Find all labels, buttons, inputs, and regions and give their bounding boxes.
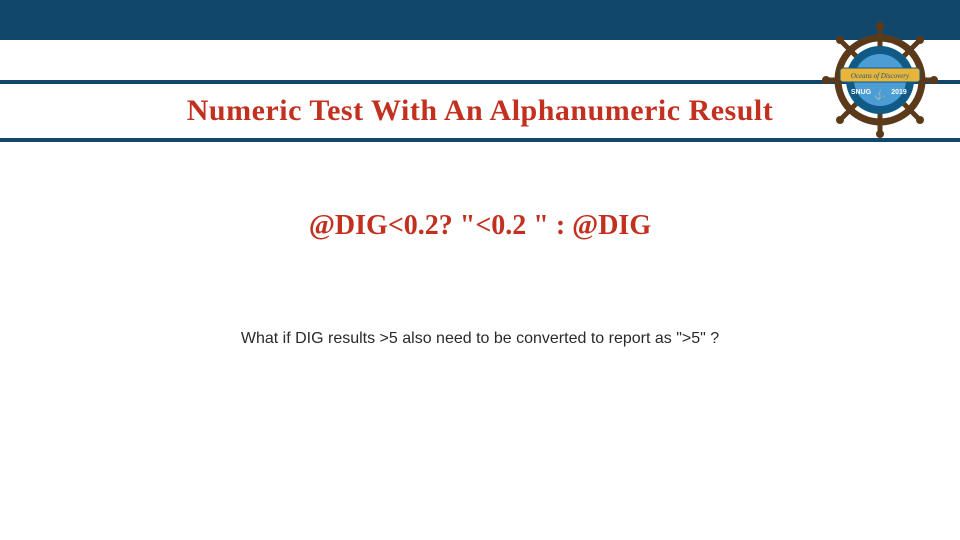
logo-badge: Oceans of Discovery SNUG 2019 ⚓ [820, 20, 940, 140]
ship-wheel-icon: Oceans of Discovery SNUG 2019 ⚓ [820, 20, 940, 140]
question-subtext: What if DIG results >5 also need to be c… [0, 330, 960, 348]
logo-banner-text: Oceans of Discovery [851, 72, 910, 80]
svg-text:⚓: ⚓ [874, 88, 886, 101]
formula-expression: @DIG<0.2? "<0.2 " : @DIG [0, 210, 960, 242]
logo-left-text: SNUG [851, 89, 872, 96]
topbar [0, 0, 960, 40]
title-band: Numeric Test With An Alphanumeric Result [0, 80, 960, 142]
logo-right-text: 2019 [891, 89, 907, 96]
slide-title: Numeric Test With An Alphanumeric Result [187, 94, 773, 128]
